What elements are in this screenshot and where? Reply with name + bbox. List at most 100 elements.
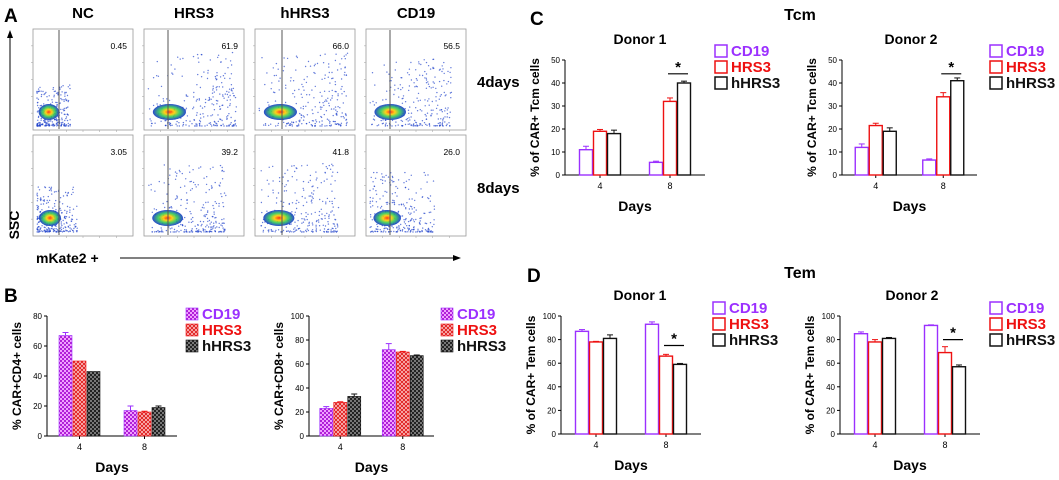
y-tick-label: 80 — [295, 336, 304, 345]
flow-event — [200, 76, 203, 78]
flow-event — [423, 59, 425, 61]
x-tick-label: 4 — [77, 442, 82, 452]
flow-event — [37, 88, 40, 90]
flow-event — [294, 227, 296, 229]
flow-event — [73, 227, 75, 230]
flow-event — [410, 212, 412, 214]
flow-event — [409, 231, 411, 233]
bar-hrs3 — [868, 124, 883, 176]
flow-event — [53, 203, 56, 205]
flow-event — [401, 120, 404, 123]
flow-event — [301, 96, 303, 99]
flow-event — [179, 58, 181, 60]
flow-event — [292, 92, 294, 95]
y-tick-label: 0 — [552, 430, 557, 439]
flow-event — [395, 61, 397, 63]
flow-event — [432, 66, 434, 69]
flow-event — [175, 123, 177, 125]
flow-event — [40, 90, 42, 92]
flow-event — [202, 204, 205, 206]
y-tick-label: 20 — [828, 125, 837, 134]
flow-event — [67, 114, 69, 116]
flow-event — [229, 99, 231, 101]
flow-event — [63, 230, 66, 233]
flow-event — [185, 192, 188, 194]
flow-event — [391, 179, 393, 182]
flow-event — [53, 94, 55, 97]
y-tick-label: 0 — [38, 432, 43, 441]
flow-event — [39, 124, 42, 127]
flow-event — [272, 180, 274, 182]
flow-plot: 0.45 — [31, 28, 134, 132]
flow-event — [417, 125, 419, 127]
flow-event — [326, 178, 328, 180]
flow-event — [327, 223, 330, 225]
flow-event — [204, 125, 206, 127]
flow-event — [401, 229, 404, 231]
flow-event — [394, 89, 396, 91]
flow-event — [408, 112, 410, 115]
flow-event — [443, 72, 445, 75]
flow-event — [64, 217, 67, 220]
flow-event — [436, 125, 438, 127]
flow-event — [37, 205, 40, 208]
flow-event — [188, 125, 190, 127]
flow-event — [62, 85, 64, 87]
flow-event — [321, 123, 323, 126]
flow-event — [417, 228, 419, 230]
flow-event — [446, 116, 448, 118]
flow-event — [391, 201, 394, 204]
flow-event — [318, 210, 321, 213]
flow-event — [38, 230, 40, 232]
flow-event — [414, 119, 416, 122]
flow-event — [386, 201, 389, 204]
flow-event — [267, 231, 270, 233]
flow-event — [275, 62, 278, 65]
flow-event — [325, 99, 327, 101]
flow-event — [299, 119, 301, 121]
legend-swatch-hrs3 — [440, 323, 454, 337]
bar-hhrs3 — [672, 363, 688, 435]
flow-event — [440, 109, 443, 111]
y-tick-label: 60 — [547, 359, 556, 368]
flow-event — [337, 206, 340, 209]
flow-event — [324, 74, 326, 76]
flow-event — [222, 104, 224, 106]
flow-event — [44, 186, 47, 189]
flow-event — [330, 108, 333, 110]
flow-event — [424, 229, 427, 231]
flow-event — [190, 180, 192, 183]
flow-event — [276, 197, 278, 199]
flow-percent: 41.8 — [332, 147, 349, 157]
flow-event — [340, 116, 342, 118]
flow-event — [207, 72, 209, 74]
flow-event — [285, 87, 287, 89]
flow-event — [386, 191, 388, 193]
flow-event — [291, 121, 293, 123]
flow-event — [212, 89, 214, 91]
flow-event — [194, 184, 196, 186]
flow-event — [415, 78, 418, 80]
flow-event — [42, 230, 44, 233]
flow-event — [287, 230, 289, 232]
flow-event — [295, 207, 298, 210]
flow-event — [51, 225, 53, 228]
flow-events — [258, 52, 349, 127]
flow-event — [305, 212, 307, 214]
flow-event — [324, 171, 326, 174]
flow-event — [442, 125, 444, 127]
flow-event — [227, 125, 229, 127]
flow-event — [450, 76, 452, 79]
flow-event — [407, 109, 410, 112]
flow-event — [407, 231, 409, 233]
flow-event — [206, 124, 208, 126]
flow-event — [330, 124, 332, 126]
flow-events — [148, 164, 227, 233]
flow-event — [219, 105, 221, 108]
flow-event — [313, 71, 315, 74]
flow-event — [178, 169, 181, 172]
x-axis-label: Days — [614, 457, 648, 473]
flow-event — [431, 226, 433, 228]
flow-event — [404, 223, 407, 225]
